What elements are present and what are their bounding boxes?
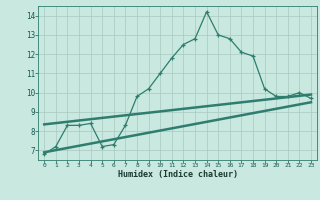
X-axis label: Humidex (Indice chaleur): Humidex (Indice chaleur) xyxy=(118,170,238,179)
